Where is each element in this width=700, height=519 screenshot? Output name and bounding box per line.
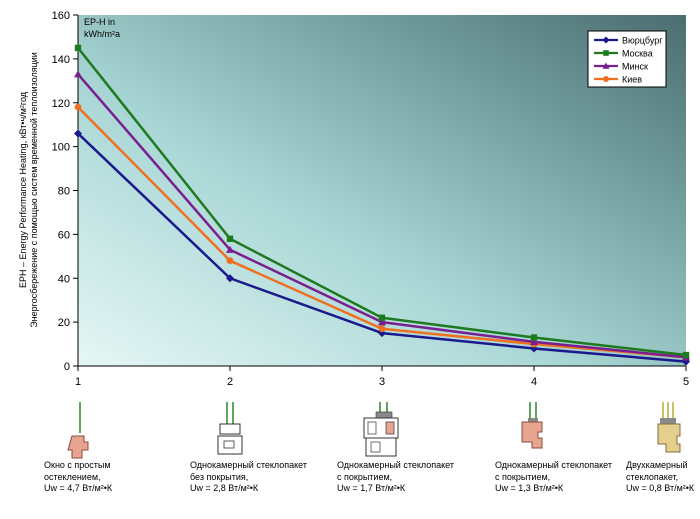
caption-line: Двухкамерный: [626, 460, 688, 470]
data-point-marker: [226, 245, 234, 253]
caption-line: стеклопакет,: [626, 471, 679, 482]
y-tick-label: 80: [58, 186, 70, 198]
legend-item: Вюрцбург: [594, 36, 663, 46]
y-tick-label: 120: [52, 98, 70, 110]
y-tick-label: 0: [64, 361, 70, 373]
caption-line: Окно с простым: [44, 460, 111, 470]
caption-line: Uw = 0,8 Вт/м²•К: [626, 483, 695, 493]
legend-label: Москва: [622, 49, 653, 59]
data-point-marker: [226, 257, 234, 265]
caption-line: Uw = 1,3 Вт/м²•К: [495, 483, 564, 493]
caption-line: с покрытием,: [337, 471, 393, 482]
data-point-marker: [602, 36, 610, 44]
window-profile-5-icon: [657, 402, 681, 453]
y-tick-label: 140: [52, 54, 70, 66]
caption-line: остеклением,: [44, 471, 101, 482]
data-point-marker: [603, 76, 609, 82]
axes: 0 20 40 60 80 100 120 140 160 1 2 3 4 5: [52, 10, 689, 388]
window-profile-2-icon: [217, 402, 243, 455]
x-tick-label: 4: [531, 376, 537, 388]
x-tick-label: 1: [75, 376, 81, 388]
unit-label-line-1: EP-H in: [84, 17, 115, 27]
y-tick-label: 160: [52, 10, 70, 22]
caption-line: Uw = 1,7 Вт/м²•К: [337, 483, 406, 493]
caption-line: Uw = 4,7 Вт/м²•К: [44, 483, 113, 493]
y-axis-label-line-2: Энергосбережение с помощью систем времен…: [29, 52, 39, 328]
data-point-marker: [74, 70, 82, 78]
legend-item: Москва: [594, 49, 653, 59]
legend: Вюрцбург Москва Минск Киев: [587, 30, 667, 88]
y-tick-label: 20: [58, 317, 70, 329]
window-illustrations: [67, 402, 681, 459]
y-tick-label: 100: [52, 142, 70, 154]
data-point-marker: [603, 50, 609, 56]
x-tick-label: 2: [227, 376, 233, 388]
data-point-marker: [226, 274, 234, 283]
legend-item: Минск: [594, 62, 648, 72]
legend-item: Киев: [594, 75, 642, 85]
data-point-marker: [682, 351, 690, 359]
legend-label: Киев: [622, 75, 642, 85]
data-point-marker: [602, 62, 610, 69]
data-point-marker: [378, 325, 386, 333]
caption-4: Однокамерный стеклопакет с покрытием, Uw =…: [495, 460, 612, 495]
legend-label: Вюрцбург: [622, 36, 663, 46]
caption-2: Однокамерный стеклопакет без покрытия, Uw …: [190, 460, 307, 495]
caption-line: Однокамерный стеклопакет: [337, 460, 455, 470]
x-tick-label: 5: [683, 376, 689, 388]
caption-1: Окно с простым остеклением, Uw = 4,7 Вт/м²…: [44, 460, 112, 495]
caption-line: Однокамерный стеклопакет: [495, 460, 613, 470]
data-point-marker: [378, 318, 386, 326]
y-tick-label: 60: [58, 229, 70, 241]
axis-labels: EP-H in kWh/m²a EPH – Energy Performance…: [18, 17, 120, 328]
caption-line: без покрытия,: [190, 471, 249, 482]
legend-label: Минск: [622, 62, 648, 72]
y-tick-label: 40: [58, 273, 70, 285]
data-point-marker: [378, 314, 386, 321]
data-point-marker: [74, 103, 82, 111]
data-point-marker: [74, 129, 82, 138]
caption-3: Однокамерный стеклопакет с покрытием, Uw =…: [337, 460, 454, 495]
window-profile-4-icon: [521, 402, 543, 449]
caption-line: Uw = 2,8 Вт/м²•К: [190, 483, 259, 493]
unit-label-line-2: kWh/m²a: [84, 29, 120, 39]
x-tick-label: 3: [379, 376, 385, 388]
caption-5: Двухкамерный стеклопакет, Uw = 0,8 Вт/м²•К: [626, 460, 694, 495]
caption-line: Однокамерный стеклопакет: [190, 460, 308, 470]
window-profile-3-icon: [363, 402, 399, 457]
data-point-marker: [226, 235, 234, 242]
series-2: [74, 44, 690, 359]
data-point-marker: [530, 337, 538, 346]
series-layer: [74, 44, 690, 366]
caption-line: с покрытием,: [495, 471, 551, 482]
window-profile-1-icon: [67, 402, 89, 459]
y-axis-label-line-1: EPH – Energy Performance Heating, кВт•ч/…: [18, 91, 28, 288]
data-point-marker: [530, 334, 538, 341]
data-point-marker: [74, 44, 82, 52]
